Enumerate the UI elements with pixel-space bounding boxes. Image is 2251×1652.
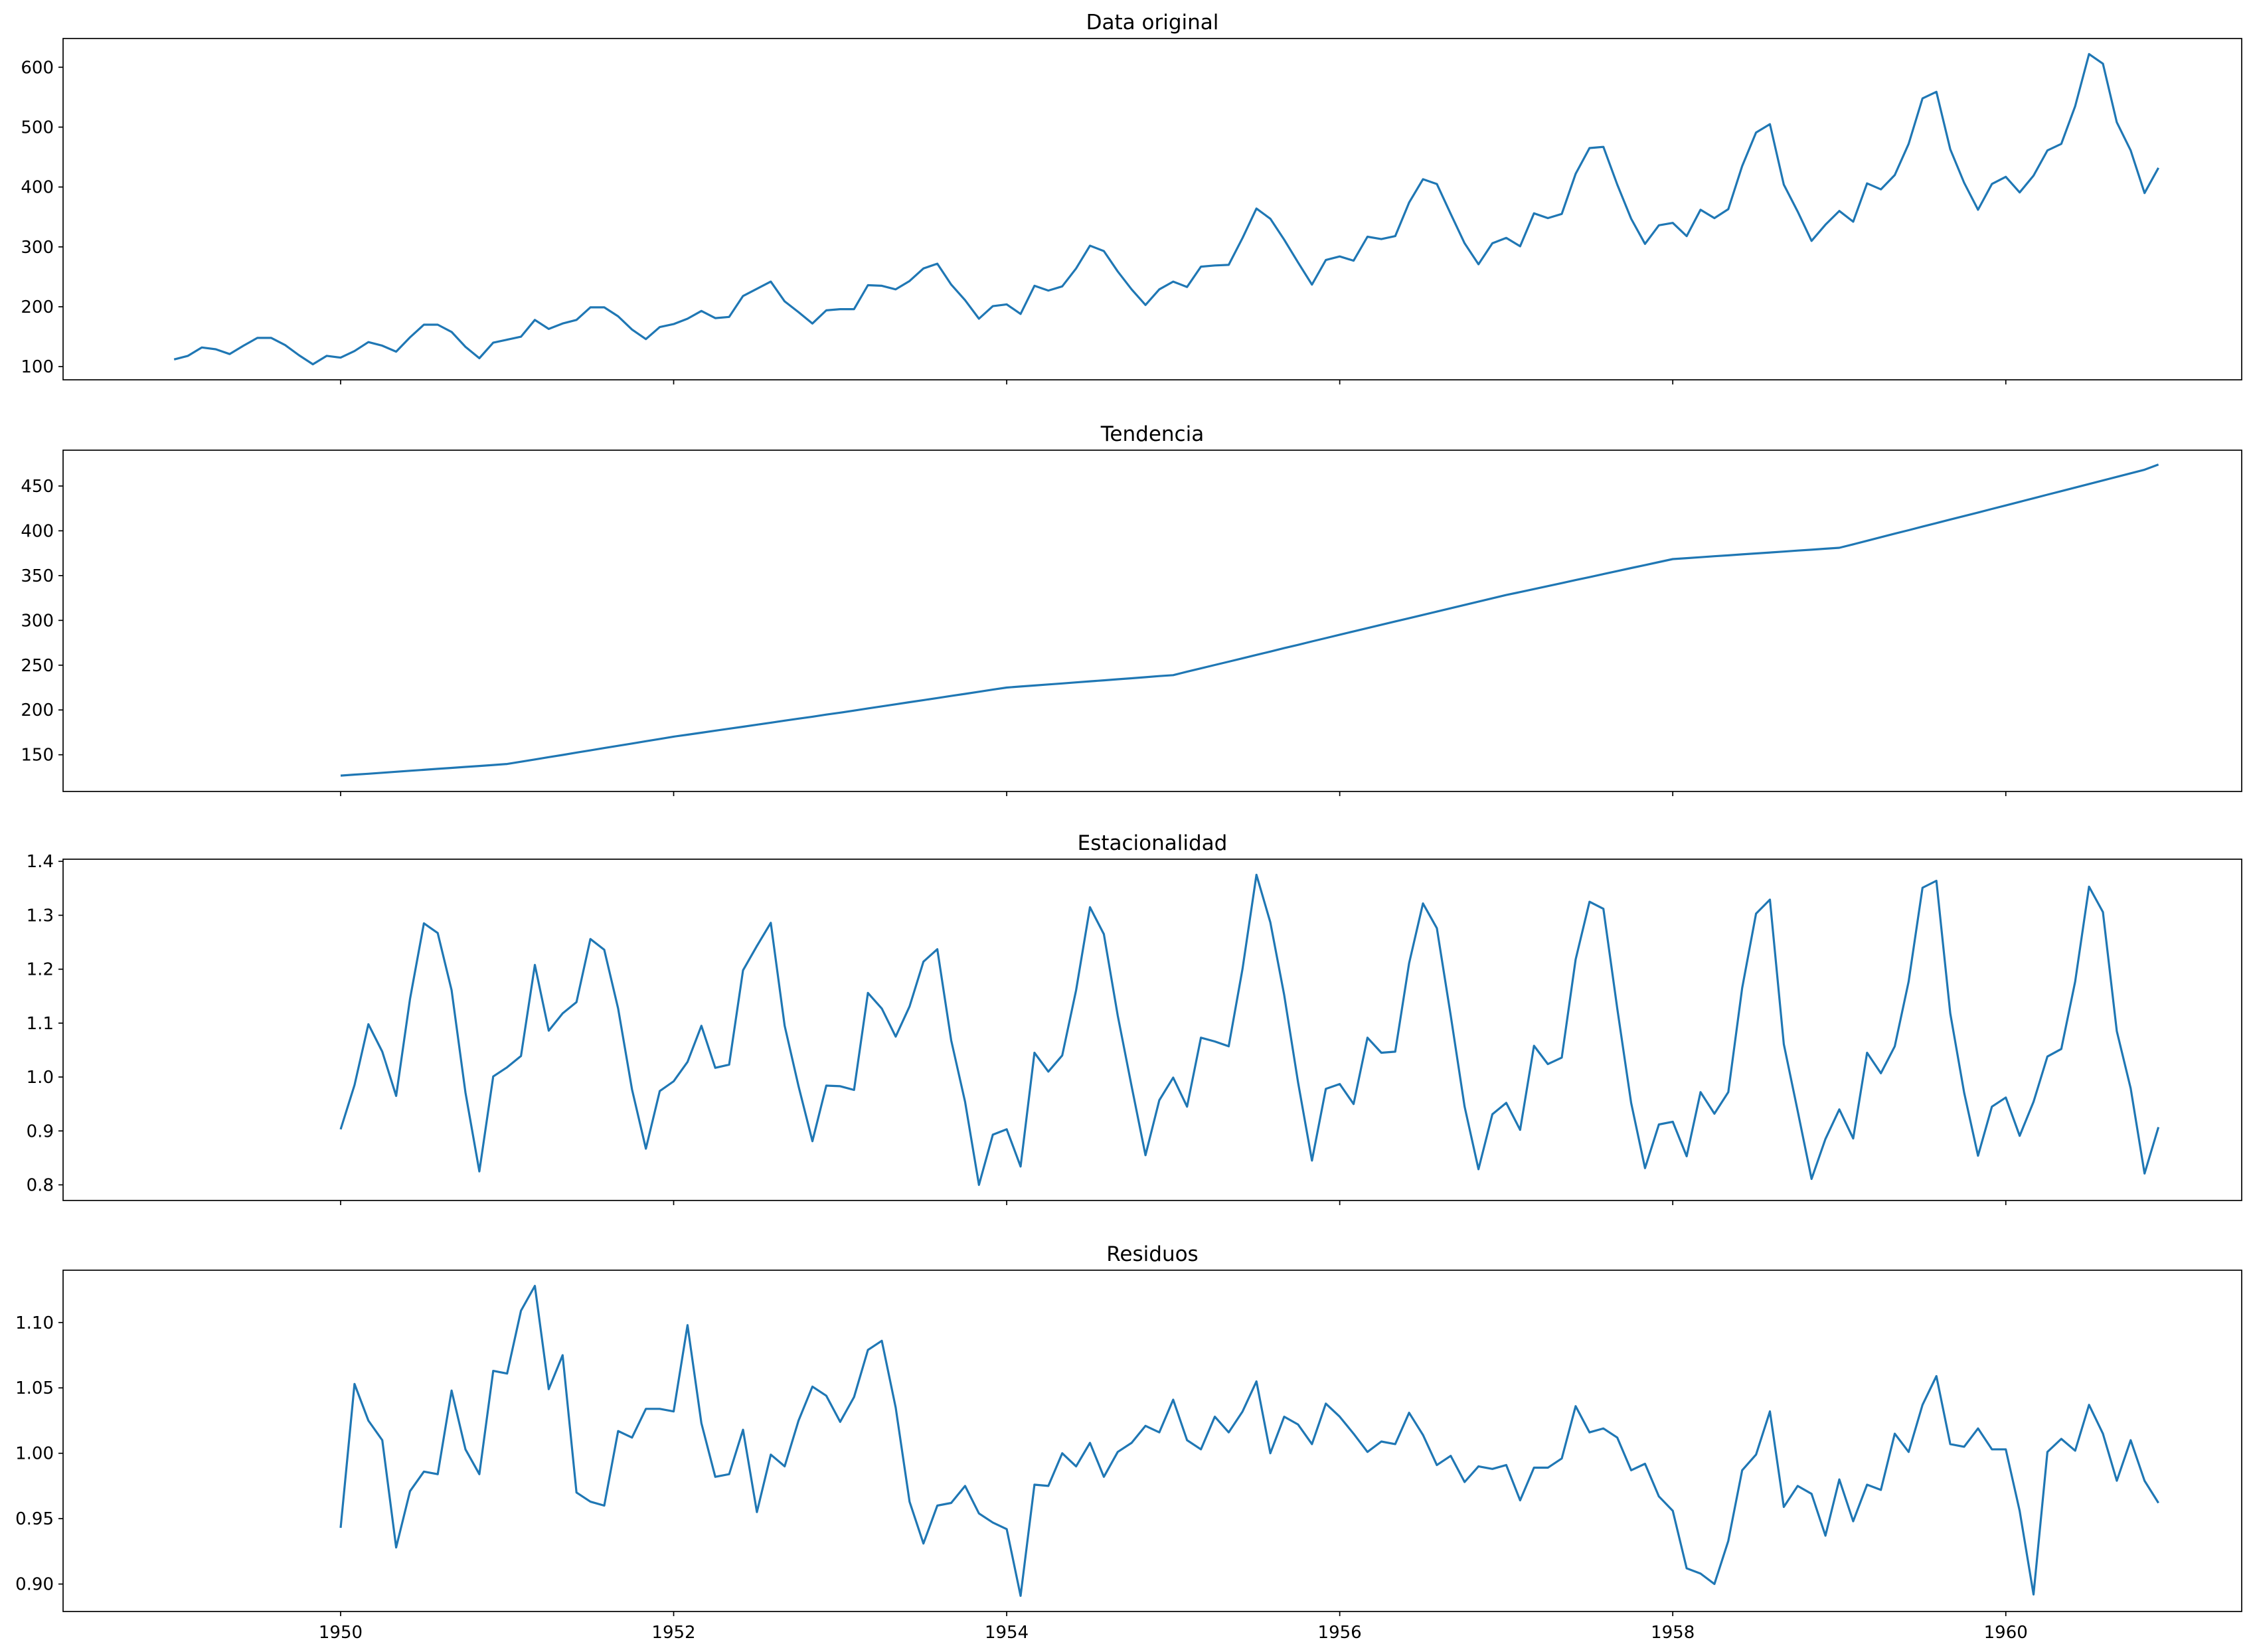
subplot-2: Tendencia 150 200 250 300 350 400 450 (21, 422, 2242, 796)
y-tick-label: 0.95 (15, 1509, 54, 1529)
series-line (339, 873, 2160, 1187)
subplot-3: Estacionalidad 0.8 0.9 1.0 1.1 1.2 1.3 1.4 (27, 831, 2242, 1205)
y-tick-label: 400 (21, 178, 54, 198)
y-tick-label: 600 (21, 58, 54, 78)
axes-frame (62, 1270, 2242, 1612)
y-tick-label: 1.4 (27, 852, 54, 872)
y-tick-label: 400 (21, 521, 54, 541)
series-line (339, 1284, 2159, 1597)
series-line (173, 52, 2160, 366)
y-tick-label: 150 (21, 746, 54, 766)
subplot-4: Residuos 0.90 0.95 1.00 1.05 1.10 1950 1952 1954… (15, 1242, 2242, 1643)
y-tick-label: 1.2 (27, 960, 54, 980)
y-tick-label: 300 (21, 238, 54, 258)
x-tick-label: 1960 (1984, 1623, 2028, 1643)
subplot-title: Estacionalidad (1078, 831, 1228, 855)
y-tick-label: 1.05 (15, 1378, 54, 1398)
y-tick-label: 300 (21, 611, 54, 631)
y-tick-label: 500 (21, 118, 54, 137)
x-tick-label: 1954 (985, 1623, 1029, 1643)
series-line (340, 463, 2159, 777)
x-tick-label: 1952 (651, 1623, 695, 1643)
y-tick-label: 1.3 (27, 906, 54, 926)
subplot-1: Data original 100 200 300 400 500 600 (21, 11, 2242, 384)
y-tick-label: 0.9 (27, 1121, 54, 1141)
y-tick-label: 450 (21, 477, 54, 497)
y-tick-label: 1.10 (15, 1313, 54, 1333)
y-tick-label: 1.0 (27, 1068, 54, 1088)
y-tick-label: 200 (21, 701, 54, 720)
x-tick-label: 1950 (319, 1623, 363, 1643)
y-tick-label: 100 (21, 357, 54, 377)
subplot-title: Residuos (1106, 1242, 1198, 1266)
y-tick-label: 0.90 (15, 1575, 54, 1595)
axes-frame (62, 859, 2242, 1201)
y-tick-label: 250 (21, 656, 54, 676)
subplot-title: Data original (1086, 11, 1219, 35)
subplot-title: Tendencia (1100, 422, 1204, 446)
y-tick-label: 1.00 (15, 1444, 54, 1464)
y-tick-label: 1.1 (27, 1014, 54, 1034)
axes-frame (62, 38, 2242, 380)
x-tick-label: 1958 (1651, 1623, 1695, 1643)
y-tick-label: 200 (21, 297, 54, 317)
y-tick-label: 350 (21, 566, 54, 586)
y-tick-label: 0.8 (27, 1175, 54, 1195)
x-tick-label: 1956 (1318, 1623, 1362, 1643)
